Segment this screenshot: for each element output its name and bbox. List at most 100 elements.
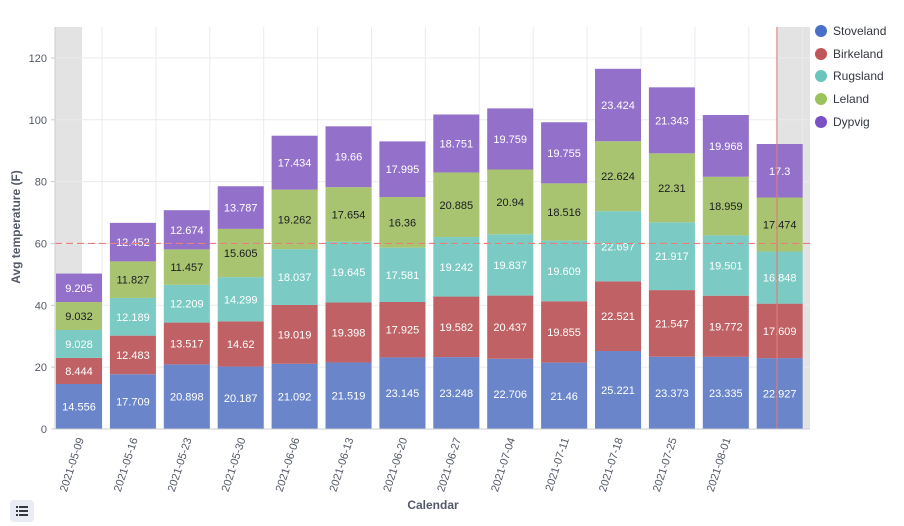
bar-data-label: 12.483 <box>116 350 150 362</box>
bar-data-label: 19.66 <box>335 152 363 164</box>
bar-data-label: 17.654 <box>332 209 366 221</box>
bar-segment <box>56 302 102 330</box>
bar-segment <box>217 186 264 229</box>
legend-item[interactable]: Stoveland <box>815 20 904 43</box>
bar-segment <box>163 249 210 285</box>
bar-data-label: 19.772 <box>709 321 743 333</box>
bar-data-label: 17.581 <box>386 270 420 282</box>
bar-data-label: 18.037 <box>278 272 312 284</box>
bar-segment <box>379 141 426 198</box>
bar-data-label: 16.848 <box>763 273 797 285</box>
bar-data-label: 22.31 <box>658 183 686 195</box>
bar-segment <box>756 144 803 198</box>
bar-data-label: 11.457 <box>170 262 203 274</box>
x-axis-title: Calendar <box>407 498 459 512</box>
bar-data-label: 17.434 <box>278 158 312 170</box>
bar-data-label: 22.521 <box>601 311 635 323</box>
legend-swatch <box>815 115 827 128</box>
bar-data-label: 15.605 <box>224 248 258 260</box>
bar-data-label: 22.927 <box>763 389 797 401</box>
legend-item[interactable]: Dypvig <box>815 110 904 133</box>
bar-data-label: 21.519 <box>332 391 366 403</box>
bar-segment <box>541 240 588 302</box>
bar-data-label: 20.898 <box>170 392 204 404</box>
y-tick-label: 0 <box>41 424 47 436</box>
legend-swatch <box>815 47 827 60</box>
bar-segment <box>702 356 749 429</box>
bar-segment <box>325 302 372 363</box>
bar-segment <box>487 295 534 359</box>
bar-data-label: 19.968 <box>709 141 743 153</box>
bar-data-label: 13.517 <box>170 338 204 350</box>
bar-segment <box>702 115 749 177</box>
legend-item[interactable]: Birkeland <box>815 43 904 66</box>
bar-segment <box>648 290 695 357</box>
bar-segment <box>325 187 372 242</box>
bar-data-label: 14.62 <box>227 339 255 351</box>
bar-segment <box>595 141 641 212</box>
bar-segment <box>541 122 588 184</box>
legend-item[interactable]: Rugsland <box>815 65 904 88</box>
x-tick-label: 2021-05-16 <box>112 436 141 493</box>
bar-segment <box>56 329 102 358</box>
bar-segment <box>702 235 749 296</box>
bar-segment <box>541 362 588 429</box>
bar-data-label: 20.94 <box>496 197 524 209</box>
legend-swatch <box>815 93 827 106</box>
bar-segment <box>109 297 156 336</box>
bar-segment <box>109 261 156 298</box>
legend-label: Birkeland <box>833 46 884 61</box>
bar-data-label: 19.759 <box>493 134 527 146</box>
legend-label: Dypvig <box>833 114 870 129</box>
bar-segment <box>163 284 210 323</box>
bar-segment <box>109 374 156 429</box>
x-tick-label: 2021-06-27 <box>435 436 464 493</box>
bar-data-label: 22.697 <box>601 241 635 253</box>
bar-segment <box>433 357 480 429</box>
bar-data-label: 19.242 <box>439 262 473 274</box>
bar-data-label: 19.582 <box>439 322 473 334</box>
bar-data-label: 12.209 <box>170 299 204 311</box>
legend-label: Leland <box>833 92 870 107</box>
bar-data-label: 23.145 <box>386 388 420 400</box>
bar-segment <box>541 301 588 363</box>
x-tick-label: 2021-07-18 <box>597 436 626 493</box>
bar-segment <box>433 237 480 297</box>
bar-data-label: 17.474 <box>763 220 797 232</box>
bar-data-label: 11.827 <box>116 275 149 287</box>
bar-data-label: 18.516 <box>547 207 581 219</box>
bar-segment <box>325 362 372 429</box>
legend-item[interactable]: Leland <box>815 88 904 111</box>
bar-data-label: 12.674 <box>170 225 204 237</box>
bar-data-label: 21.092 <box>278 391 312 403</box>
legend: Stoveland Birkeland Rugsland Leland Dypvig <box>815 20 904 133</box>
bar-data-label: 17.709 <box>116 397 150 409</box>
bar-data-label: 21.343 <box>655 115 689 127</box>
bar-data-label: 20.437 <box>493 322 527 334</box>
bar-segment <box>217 228 264 278</box>
legend-toggle-button[interactable] <box>10 500 34 522</box>
bar-data-label: 17.3 <box>769 166 790 178</box>
x-tick-label: 2021-05-09 <box>58 436 87 493</box>
x-tick-label: 2021-07-25 <box>651 436 680 493</box>
bar-segment <box>648 153 695 223</box>
bar-segment <box>595 281 641 352</box>
y-tick-label: 100 <box>29 115 47 127</box>
legend-swatch <box>815 25 827 38</box>
bar-segment <box>379 301 426 358</box>
bar-segment <box>648 87 695 154</box>
bar-data-label: 21.547 <box>655 318 689 330</box>
bar-segment <box>595 68 641 142</box>
y-tick-label: 80 <box>35 177 47 189</box>
bar-segment <box>325 126 372 188</box>
legend-swatch <box>815 70 827 83</box>
bar-data-label: 8.444 <box>65 366 93 378</box>
bar-data-label: 23.335 <box>709 388 743 400</box>
bar-segment <box>756 197 803 252</box>
bar-segment <box>217 321 264 367</box>
bar-segment <box>217 366 264 429</box>
bar-segment <box>56 383 102 429</box>
bar-segment <box>433 114 480 173</box>
x-tick-label: 2021-08-01 <box>705 436 734 493</box>
